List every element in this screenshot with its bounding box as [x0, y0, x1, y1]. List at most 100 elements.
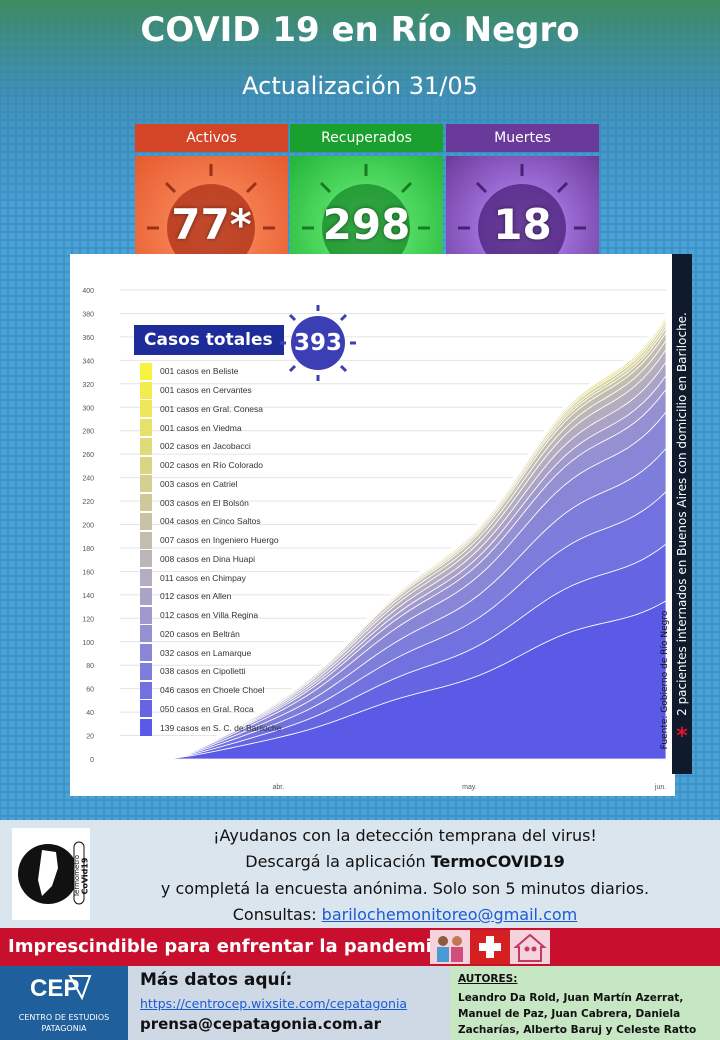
legend-item: 011 casos en Chimpay	[140, 568, 286, 587]
y-tick-label: 380	[82, 311, 94, 318]
y-tick-label: 200	[82, 523, 94, 530]
x-tick-label: abr.	[272, 784, 284, 791]
legend-label: 046 casos en Choele Choel	[160, 685, 265, 696]
legend-item: 003 casos en El Bolsón	[140, 493, 286, 512]
promo-line-3: y completá la encuesta anónima. Solo son…	[160, 879, 650, 898]
total-cases-label: Casos totales	[134, 325, 284, 355]
y-tick-label: 220	[82, 499, 94, 506]
legend-item: 008 casos en Dina Huapi	[140, 550, 286, 569]
chart-source: Fuente: Gobierno de Río Negro	[660, 610, 670, 750]
banner-text: Imprescindible para enfrentar la pandemi…	[8, 936, 452, 957]
legend-label: 139 casos en S. C. de Bariloche	[160, 722, 282, 733]
y-tick-label: 320	[82, 382, 94, 389]
y-tick-label: 280	[82, 429, 94, 436]
legend-item: 139 casos en S. C. de Bariloche	[140, 718, 286, 737]
legend-swatch	[140, 437, 152, 455]
y-tick-label: 240	[82, 476, 94, 483]
legend-item: 004 casos en Cinco Saltos	[140, 512, 286, 531]
virus-icon	[280, 305, 356, 381]
legend-item: 050 casos en Gral. Roca	[140, 700, 286, 719]
legend-label: 038 casos en Cipolletti	[160, 666, 246, 677]
recovered-value: 298	[322, 200, 411, 249]
legend-swatch	[140, 456, 152, 474]
y-tick-label: 400	[82, 288, 94, 295]
legend-label: 007 casos en Ingeniero Huergo	[160, 535, 279, 546]
y-tick-label: 140	[82, 593, 94, 600]
legend-label: 002 casos en Río Colorado	[160, 460, 264, 471]
y-tick-label: 120	[82, 616, 94, 623]
legend-swatch	[140, 700, 152, 718]
promo-line-4: Consultas: barilochemonitoreo@gmail.com	[232, 905, 578, 924]
termocovid-logo: Termómetro CoVid19	[12, 828, 90, 920]
legend-swatch	[140, 569, 152, 587]
active-asterisk: *	[229, 200, 252, 249]
legend-item: 001 casos en Gral. Conesa	[140, 400, 286, 419]
legend-label: 001 casos en Beliste	[160, 366, 239, 377]
recovered-label: Recuperados	[290, 124, 443, 152]
legend-label: 012 casos en Villa Regina	[160, 610, 259, 621]
svg-text:CEP: CEP	[30, 975, 79, 1002]
app-name: TermoCOVID19	[430, 852, 565, 871]
y-tick-label: 100	[82, 640, 94, 647]
legend-label: 020 casos en Beltrán	[160, 628, 240, 639]
legend-swatch	[140, 644, 152, 662]
legend-label: 001 casos en Gral. Conesa	[160, 403, 264, 414]
side-note-asterisk: *	[676, 724, 688, 749]
deaths-label: Muertes	[446, 124, 599, 152]
x-tick-label: jun.	[654, 784, 666, 791]
legend-label: 001 casos en Cervantes	[160, 385, 252, 396]
authors-list: Leandro Da Rold, Juan Martín Azerrat, Ma…	[458, 992, 697, 1036]
legend-item: 001 casos en Beliste	[140, 362, 286, 381]
authors-panel	[450, 966, 720, 1040]
total-cases-value: 393	[293, 330, 342, 356]
website-link[interactable]: https://centrocep.wixsite.com/cepatagoni…	[140, 996, 408, 1011]
legend-swatch	[140, 625, 152, 643]
legend-swatch	[140, 587, 152, 605]
legend-item: 002 casos en Río Colorado	[140, 456, 286, 475]
press-email: prensa@cepatagonia.com.ar	[140, 1015, 381, 1033]
logo-text-2: CoVid19	[80, 857, 90, 895]
legend-label: 001 casos en Viedma	[160, 422, 242, 433]
y-tick-label: 40	[86, 710, 94, 717]
cep-logo-panel	[0, 966, 128, 1040]
legend-item: 003 casos en Catriel	[140, 475, 286, 494]
legend-swatch	[140, 419, 152, 437]
legend-label: 011 casos en Chimpay	[160, 572, 246, 583]
side-note: 2 pacientes internados en Buenos Aires c…	[672, 254, 692, 774]
medical-cross-icon	[470, 930, 510, 964]
legend-swatch	[140, 362, 152, 380]
y-tick-label: 60	[86, 687, 94, 694]
legend-swatch	[140, 531, 152, 549]
legend-swatch	[140, 400, 152, 418]
y-tick-label: 300	[82, 405, 94, 412]
deaths-value: 18	[493, 200, 552, 249]
legend-item: 038 casos en Cipolletti	[140, 662, 286, 681]
legend-swatch	[140, 381, 152, 399]
legend-label: 003 casos en El Bolsón	[160, 497, 249, 508]
y-tick-label: 160	[82, 569, 94, 576]
more-data-label: Más datos aquí:	[140, 970, 293, 990]
contact-email-link[interactable]: barilochemonitoreo@gmail.com	[321, 905, 578, 924]
thermometer-map-icon	[18, 841, 85, 905]
legend-label: 012 casos en Allen	[160, 591, 232, 602]
cases-area-chart: 0 20 40 60 80 100 120 140 160 180 200 220 240 260 280 3…	[82, 288, 667, 791]
legend-item: 002 casos en Jacobacci	[140, 437, 286, 456]
update-date: Actualización 31/05	[242, 72, 478, 100]
org-name: CENTRO DE ESTUDIOS PATAGONIA	[18, 1013, 110, 1033]
legend-swatch	[140, 662, 152, 680]
legend-label: 003 casos en Catriel	[160, 478, 238, 489]
legend-label: 008 casos en Dina Huapi	[160, 553, 255, 564]
legend-label: 032 casos en Lamarque	[160, 647, 252, 658]
y-tick-label: 80	[86, 663, 94, 670]
chart-legend: 001 casos en Beliste 001 casos en Cervant…	[140, 362, 286, 737]
legend-swatch	[140, 681, 152, 699]
promo-line-1: ¡Ayudanos con la detección temprana del …	[213, 826, 597, 845]
app-promo	[0, 820, 720, 928]
y-tick-label: 180	[82, 546, 94, 553]
y-tick-label: 360	[82, 335, 94, 342]
legend-item: 032 casos en Lamarque	[140, 643, 286, 662]
y-tick-label: 340	[82, 358, 94, 365]
legend-label: 004 casos en Cinco Saltos	[160, 516, 261, 527]
legend-label: 050 casos en Gral. Roca	[160, 703, 254, 714]
y-tick-label: 20	[86, 734, 94, 741]
